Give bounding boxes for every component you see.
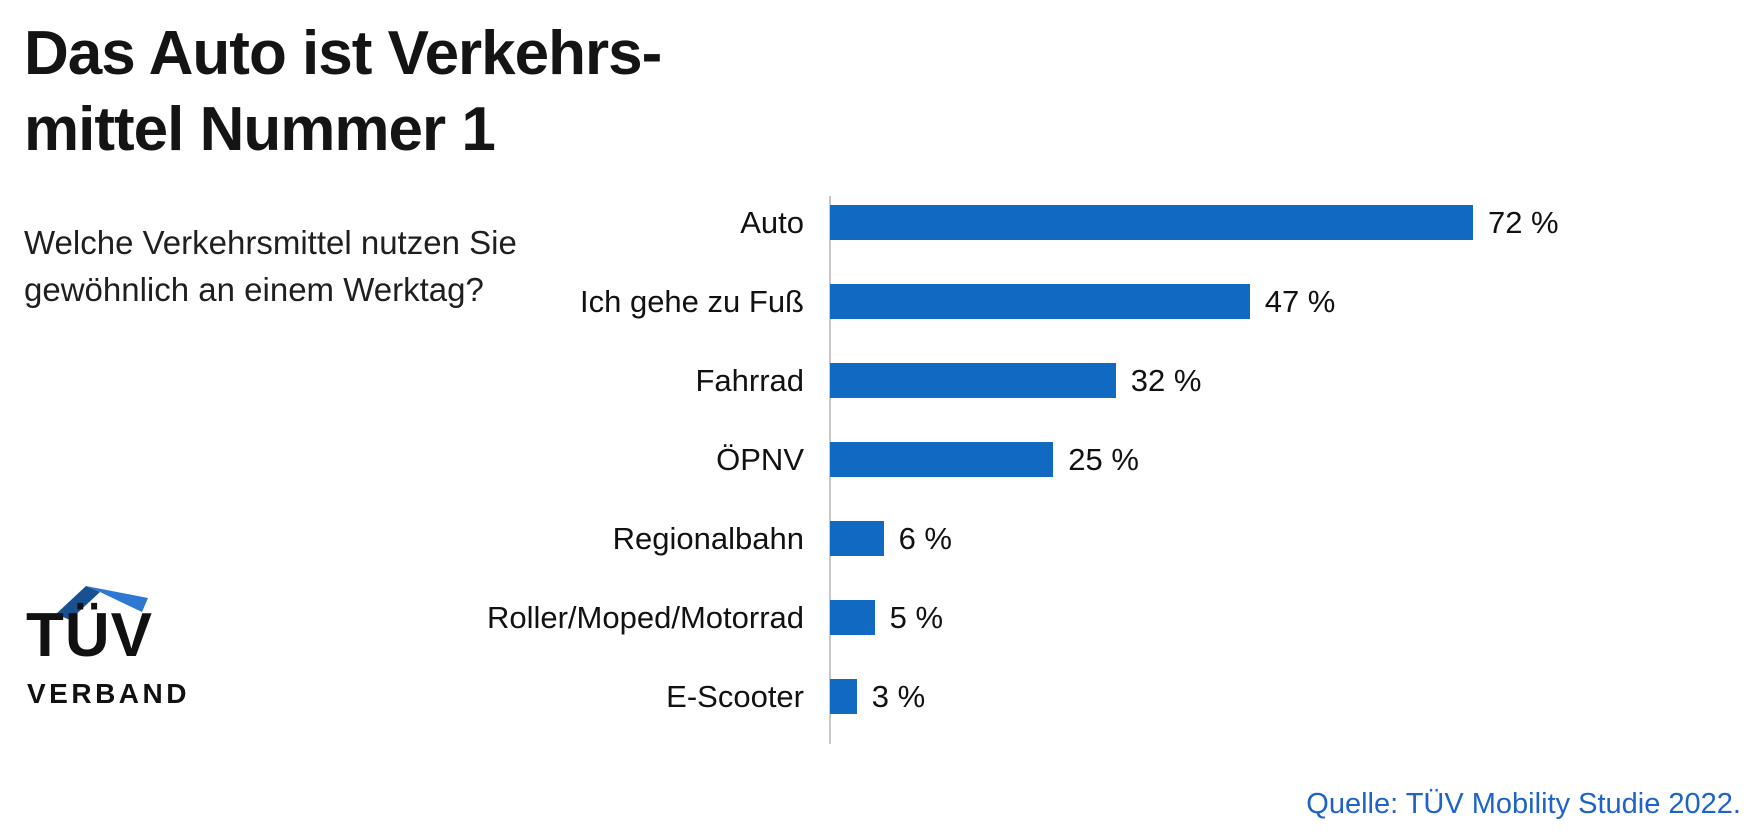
bar	[830, 679, 857, 714]
bar-row: Ich gehe zu Fuß 47 %	[0, 262, 1763, 341]
bar-chart: Auto 72 % Ich gehe zu Fuß 47 % Fahrrad 32 % ÖP…	[0, 183, 1763, 736]
bar	[830, 284, 1250, 319]
bar-value-label: 3 %	[871, 678, 926, 714]
bar-row: Fahrrad 32 %	[0, 341, 1763, 420]
bar-row: Regionalbahn 6 %	[0, 499, 1763, 578]
category-label: Fahrrad	[695, 362, 804, 398]
bar-value-label: 5 %	[889, 599, 944, 635]
category-label: Auto	[740, 204, 804, 240]
bar-track: 47 %	[830, 284, 1763, 319]
category-label: Ich gehe zu Fuß	[579, 283, 804, 319]
source-credit: Quelle: TÜV Mobility Studie 2022.	[1306, 788, 1741, 820]
bar	[830, 600, 875, 635]
bar-value-label: 25 %	[1068, 441, 1139, 477]
bar	[830, 363, 1116, 398]
category-label: Regionalbahn	[612, 520, 804, 556]
bar-track: 72 %	[830, 205, 1763, 240]
bar-value-label: 47 %	[1264, 283, 1336, 319]
bar-track: 25 %	[830, 442, 1763, 477]
bar-row: Auto 72 %	[0, 183, 1763, 262]
bar-row: E-Scooter 3 %	[0, 657, 1763, 736]
bar-value-label: 72 %	[1487, 204, 1559, 240]
bar-row: Roller/Moped/Motorrad 5 %	[0, 578, 1763, 657]
bar-track: 32 %	[830, 363, 1763, 398]
bar-row: ÖPNV 25 %	[0, 420, 1763, 499]
category-label: ÖPNV	[716, 441, 804, 477]
category-label: E-Scooter	[666, 678, 804, 714]
bar-track: 5 %	[830, 600, 1763, 635]
bar	[830, 442, 1054, 477]
logo-text-tuv: TÜV	[26, 601, 153, 670]
chart-question: Welche Verkehrsmittel nutzen Sie gewöhnl…	[24, 224, 517, 308]
category-label: Roller/Moped/Motorrad	[486, 599, 804, 635]
bar-track: 3 %	[830, 679, 1763, 714]
bar-value-label: 32 %	[1130, 362, 1202, 398]
bar	[830, 521, 884, 556]
logo-roof-icon	[56, 586, 148, 620]
bar-value-label: 6 %	[898, 520, 952, 556]
bar-track: 6 %	[830, 521, 1763, 556]
page-title: Das Auto ist Verkehrs- mittel Nummer 1	[24, 19, 662, 164]
logo-text-verband: VERBAND	[27, 678, 190, 709]
bar	[830, 205, 1473, 240]
